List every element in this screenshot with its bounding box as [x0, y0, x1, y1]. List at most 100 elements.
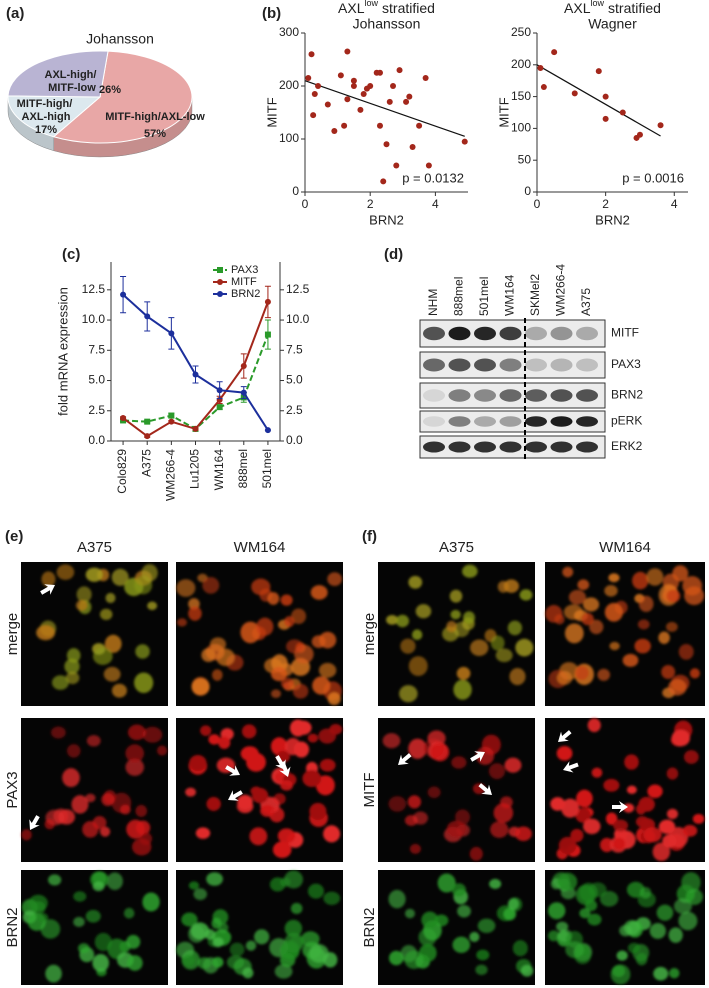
cell [241, 724, 257, 739]
cell [208, 734, 221, 745]
x-tick-label: 0 [302, 197, 309, 211]
cell [489, 878, 502, 889]
marker [240, 389, 247, 396]
cell [66, 648, 81, 663]
title-part: stratified [608, 0, 661, 16]
cell [623, 920, 641, 936]
cell [73, 891, 87, 902]
cell [622, 653, 639, 667]
cell [455, 809, 471, 825]
point [331, 128, 338, 135]
band [525, 326, 547, 341]
band [499, 441, 522, 453]
cell [195, 827, 211, 839]
cell [689, 668, 700, 679]
cell [632, 571, 649, 590]
cell [226, 955, 245, 970]
band [576, 441, 598, 453]
cell [605, 812, 618, 825]
cell [682, 824, 698, 837]
cell [47, 874, 62, 886]
cell [563, 604, 583, 620]
cells [176, 870, 341, 979]
cells [386, 564, 534, 703]
title-part: AXL [564, 0, 591, 16]
cell [36, 625, 56, 641]
cell [568, 589, 587, 605]
cell [182, 954, 196, 967]
cell [92, 871, 107, 885]
cell [575, 807, 591, 823]
cell [280, 780, 293, 791]
cell [211, 917, 222, 929]
legend-marker [217, 267, 223, 273]
arrow [563, 761, 579, 773]
cell [476, 949, 490, 961]
point [396, 67, 403, 74]
panel-label: (f) [362, 528, 377, 545]
point [461, 138, 468, 145]
cell [280, 677, 295, 689]
pie-side-shade [53, 97, 192, 157]
cell [280, 594, 293, 606]
cell [272, 841, 292, 859]
cell [188, 881, 200, 890]
marker [168, 330, 175, 337]
cell [280, 877, 291, 888]
cell [683, 750, 699, 764]
point [344, 96, 351, 103]
cell [514, 826, 532, 842]
cell [515, 638, 534, 657]
cells [388, 873, 534, 977]
chart-subtitle: Wagner [588, 16, 637, 32]
panel-label: (e) [5, 528, 23, 545]
cell [666, 767, 679, 780]
cell [637, 619, 650, 630]
point [310, 112, 317, 119]
cell [404, 908, 416, 919]
cell [627, 942, 641, 954]
lane-label: WM266-4 [554, 264, 568, 316]
cell [451, 883, 467, 897]
cell [284, 616, 295, 628]
lane-label: WM164 [503, 274, 517, 316]
cell [105, 592, 116, 604]
band [448, 416, 471, 427]
cell [591, 767, 603, 778]
row-label: merge [4, 613, 21, 656]
cell [85, 909, 101, 923]
cell [104, 634, 122, 653]
cells [545, 565, 705, 699]
cell [547, 930, 560, 942]
marker [240, 363, 247, 370]
cell [404, 950, 424, 969]
cell [408, 575, 423, 589]
cell [111, 568, 129, 586]
point [341, 122, 348, 129]
cell [477, 918, 496, 933]
pie-title: Johansson [86, 31, 154, 47]
cell [92, 881, 105, 892]
band-label: BRN2 [611, 388, 643, 402]
x-tick-label: Lu1205 [188, 449, 202, 489]
cell [419, 943, 437, 962]
cell [669, 968, 680, 979]
cell [608, 573, 620, 583]
marker [144, 433, 151, 440]
cell [250, 786, 262, 796]
band [448, 358, 471, 372]
cell [327, 572, 343, 586]
cell [76, 586, 92, 603]
cell [147, 601, 158, 611]
cell [638, 595, 654, 612]
cell [662, 834, 677, 848]
cell [666, 589, 681, 603]
pie-slice [7, 95, 102, 138]
point [602, 93, 609, 100]
cell [245, 940, 257, 951]
band [474, 441, 496, 453]
cell [237, 794, 253, 809]
cell [312, 676, 331, 695]
cell [493, 803, 514, 823]
cell [382, 733, 401, 749]
